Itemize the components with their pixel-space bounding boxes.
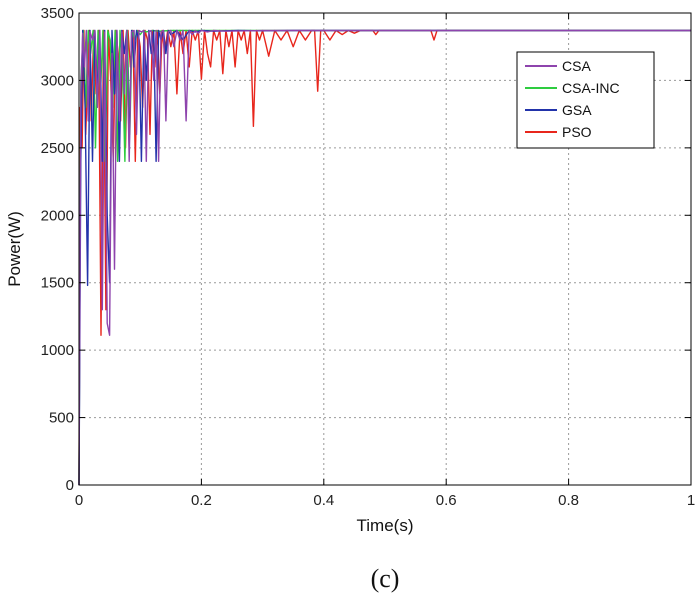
x-tick-labels: 0 0.2 0.4 0.6 0.8 1 <box>75 492 695 509</box>
figure-caption: (c) <box>371 564 400 593</box>
y-axis-label: Power(W) <box>5 211 24 287</box>
x-tick-label: 0.4 <box>313 492 334 509</box>
legend-label-gsa: GSA <box>562 102 592 118</box>
legend: CSA CSA-INC GSA PSO <box>516 51 655 149</box>
x-tick-label: 0.8 <box>558 492 579 509</box>
series-line-csa <box>78 29 691 486</box>
y-tick-labels: 0 500 1000 1500 2000 2500 3000 3500 <box>41 5 74 494</box>
series-lines <box>78 29 691 486</box>
y-tick-label: 0 <box>66 477 74 494</box>
legend-label-csa-inc: CSA-INC <box>562 80 620 96</box>
legend-label-pso: PSO <box>562 124 592 140</box>
plot-frame <box>78 12 692 486</box>
axis-ticks <box>78 12 692 486</box>
y-tick-label: 2500 <box>41 140 74 157</box>
y-tick-label: 1000 <box>41 342 74 359</box>
x-tick-label: 0 <box>75 492 83 509</box>
y-tick-label: 1500 <box>41 275 74 292</box>
x-tick-label: 0.2 <box>191 492 212 509</box>
x-tick-label: 1 <box>687 492 695 509</box>
y-tick-label: 3000 <box>41 72 74 89</box>
y-tick-label: 2000 <box>41 207 74 224</box>
y-tick-label: 3500 <box>41 5 74 22</box>
x-tick-label: 0.6 <box>436 492 457 509</box>
x-axis-label: Time(s) <box>357 516 414 535</box>
legend-label-csa: CSA <box>562 58 591 74</box>
y-tick-label: 500 <box>49 410 74 427</box>
